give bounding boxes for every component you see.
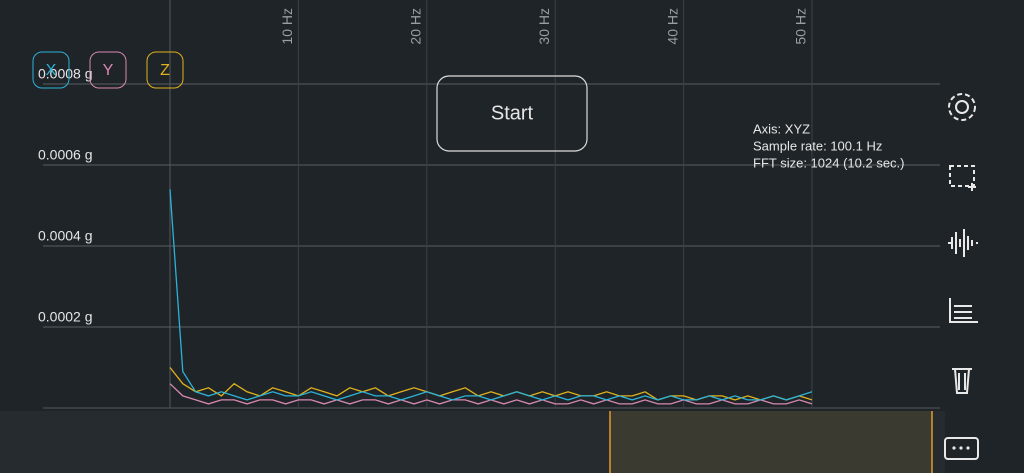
waveform-icon[interactable]	[948, 229, 978, 257]
x-tick-label: 40 Hz	[664, 8, 680, 45]
x-tick-label: 50 Hz	[793, 8, 809, 45]
more-button[interactable]	[944, 437, 979, 460]
legend-button[interactable]	[32, 51, 70, 89]
y-tick-label: 0.0004 g	[38, 228, 93, 244]
legend-button[interactable]	[146, 51, 184, 89]
y-tick-label: 0.0008 g	[38, 66, 93, 82]
x-tick-label: 10 Hz	[279, 8, 295, 45]
legend-button[interactable]	[89, 51, 127, 89]
overview[interactable]	[0, 411, 945, 473]
series-line	[169, 189, 813, 401]
trash-icon[interactable]	[952, 368, 972, 394]
select-icon[interactable]	[949, 165, 976, 191]
info-line: Axis: XYZ	[753, 121, 810, 136]
button-frame	[436, 75, 588, 152]
legend-label: Z	[160, 62, 170, 79]
overview-selection	[610, 411, 932, 473]
settings-icon[interactable]	[948, 93, 976, 121]
info-line: FFT size: 1024 (10.2 sec.)	[753, 155, 905, 170]
legend-label: X	[46, 62, 57, 79]
axes-icon[interactable]	[949, 298, 978, 323]
x-tick-label: 20 Hz	[408, 8, 424, 45]
info-line: Sample rate: 100.1 Hz	[753, 138, 882, 153]
y-tick-label: 0.0006 g	[38, 147, 93, 163]
y-tick-label: 0.0002 g	[38, 309, 93, 325]
chart: 0.0002 g 0.0004 g 0.0006 g 0.0008 g 10 Hz 20 …	[32, 0, 940, 409]
legend-label: Y	[103, 62, 114, 79]
x-tick-label: 30 Hz	[536, 8, 552, 45]
start-button[interactable]: Start	[436, 75, 588, 152]
button-label: Start	[491, 102, 534, 124]
